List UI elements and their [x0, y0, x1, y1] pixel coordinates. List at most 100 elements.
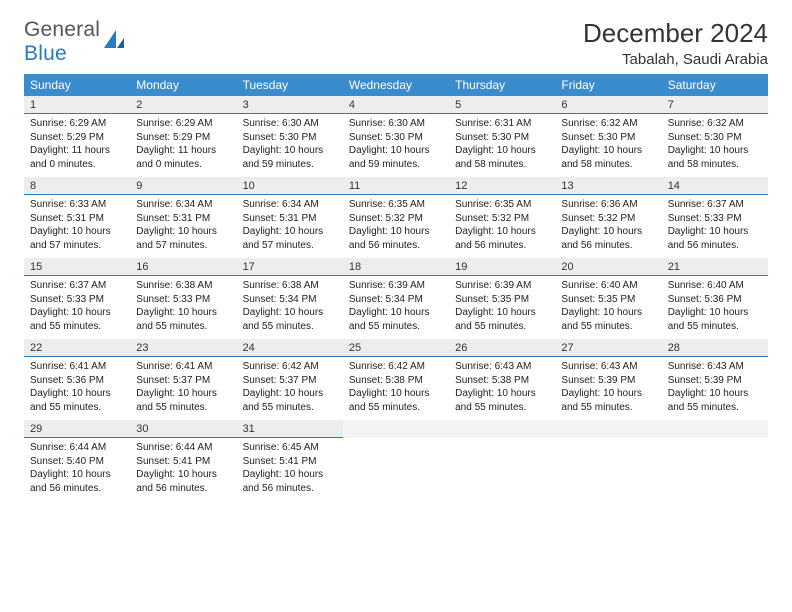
page-subtitle: Tabalah, Saudi Arabia — [583, 51, 768, 68]
sunset-line: Sunset: 5:31 PM — [136, 212, 230, 226]
day-number-cell: 4 — [343, 96, 449, 114]
sunset-line: Sunset: 5:30 PM — [561, 131, 655, 145]
sunrise-line: Sunrise: 6:37 AM — [30, 279, 124, 293]
sunrise-line: Sunrise: 6:35 AM — [349, 198, 443, 212]
daylight-line: Daylight: 10 hours and 55 minutes. — [561, 306, 655, 333]
day-number-cell: 5 — [449, 96, 555, 114]
day-number-cell: 29 — [24, 420, 130, 438]
day-number-cell: 9 — [130, 177, 236, 195]
day-number-cell: 28 — [662, 339, 768, 357]
sunrise-line: Sunrise: 6:43 AM — [668, 360, 762, 374]
page-title: December 2024 — [583, 18, 768, 49]
sunrise-line: Sunrise: 6:44 AM — [136, 441, 230, 455]
sunset-line: Sunset: 5:31 PM — [30, 212, 124, 226]
day-number-cell: 31 — [237, 420, 343, 438]
daylight-line: Daylight: 11 hours and 0 minutes. — [30, 144, 124, 171]
sunset-line: Sunset: 5:37 PM — [243, 374, 337, 388]
day-number-cell — [662, 420, 768, 438]
day-number-cell: 10 — [237, 177, 343, 195]
sunset-line: Sunset: 5:35 PM — [561, 293, 655, 307]
day-details-cell — [449, 438, 555, 502]
calendar-table: SundayMondayTuesdayWednesdayThursdayFrid… — [24, 74, 768, 501]
sunset-line: Sunset: 5:41 PM — [243, 455, 337, 469]
sunrise-line: Sunrise: 6:41 AM — [30, 360, 124, 374]
sunset-line: Sunset: 5:29 PM — [136, 131, 230, 145]
daylight-line: Daylight: 10 hours and 59 minutes. — [243, 144, 337, 171]
day-number-cell: 27 — [555, 339, 661, 357]
day-number-row: 891011121314 — [24, 177, 768, 195]
calendar-body: 1234567Sunrise: 6:29 AMSunset: 5:29 PMDa… — [24, 96, 768, 501]
day-details-cell: Sunrise: 6:35 AMSunset: 5:32 PMDaylight:… — [449, 195, 555, 259]
daylight-line: Daylight: 10 hours and 55 minutes. — [455, 306, 549, 333]
day-details-cell: Sunrise: 6:37 AMSunset: 5:33 PMDaylight:… — [662, 195, 768, 259]
weekday-header-cell: Sunday — [24, 74, 130, 96]
sunset-line: Sunset: 5:31 PM — [243, 212, 337, 226]
day-number-row: 293031 — [24, 420, 768, 438]
day-details-cell: Sunrise: 6:39 AMSunset: 5:35 PMDaylight:… — [449, 276, 555, 340]
day-number-row: 22232425262728 — [24, 339, 768, 357]
day-number-cell: 7 — [662, 96, 768, 114]
sunrise-line: Sunrise: 6:40 AM — [561, 279, 655, 293]
weekday-header-cell: Tuesday — [237, 74, 343, 96]
sunrise-line: Sunrise: 6:34 AM — [243, 198, 337, 212]
day-number-cell — [449, 420, 555, 438]
page-header: General Blue December 2024 Tabalah, Saud… — [24, 18, 768, 68]
sunset-line: Sunset: 5:35 PM — [455, 293, 549, 307]
day-details-cell: Sunrise: 6:33 AMSunset: 5:31 PMDaylight:… — [24, 195, 130, 259]
day-number-cell: 15 — [24, 258, 130, 276]
day-details-row: Sunrise: 6:37 AMSunset: 5:33 PMDaylight:… — [24, 276, 768, 340]
sunset-line: Sunset: 5:36 PM — [668, 293, 762, 307]
daylight-line: Daylight: 10 hours and 55 minutes. — [30, 387, 124, 414]
weekday-header-cell: Thursday — [449, 74, 555, 96]
daylight-line: Daylight: 10 hours and 57 minutes. — [136, 225, 230, 252]
day-number-cell: 1 — [24, 96, 130, 114]
day-number-cell: 30 — [130, 420, 236, 438]
day-details-cell: Sunrise: 6:31 AMSunset: 5:30 PMDaylight:… — [449, 114, 555, 178]
day-details-cell: Sunrise: 6:40 AMSunset: 5:36 PMDaylight:… — [662, 276, 768, 340]
sunrise-line: Sunrise: 6:37 AM — [668, 198, 762, 212]
sunset-line: Sunset: 5:40 PM — [30, 455, 124, 469]
sunrise-line: Sunrise: 6:39 AM — [349, 279, 443, 293]
day-number-cell: 18 — [343, 258, 449, 276]
day-details-cell: Sunrise: 6:36 AMSunset: 5:32 PMDaylight:… — [555, 195, 661, 259]
weekday-header-cell: Monday — [130, 74, 236, 96]
logo-text: General Blue — [24, 18, 100, 66]
sunset-line: Sunset: 5:32 PM — [455, 212, 549, 226]
sunrise-line: Sunrise: 6:38 AM — [243, 279, 337, 293]
sunset-line: Sunset: 5:36 PM — [30, 374, 124, 388]
daylight-line: Daylight: 10 hours and 58 minutes. — [668, 144, 762, 171]
day-details-cell: Sunrise: 6:34 AMSunset: 5:31 PMDaylight:… — [237, 195, 343, 259]
sunset-line: Sunset: 5:33 PM — [668, 212, 762, 226]
sunrise-line: Sunrise: 6:42 AM — [243, 360, 337, 374]
daylight-line: Daylight: 10 hours and 58 minutes. — [561, 144, 655, 171]
day-details-cell: Sunrise: 6:41 AMSunset: 5:36 PMDaylight:… — [24, 357, 130, 421]
day-details-cell: Sunrise: 6:43 AMSunset: 5:39 PMDaylight:… — [555, 357, 661, 421]
sunrise-line: Sunrise: 6:43 AM — [455, 360, 549, 374]
weekday-header-cell: Wednesday — [343, 74, 449, 96]
day-number-cell: 21 — [662, 258, 768, 276]
day-number-cell: 17 — [237, 258, 343, 276]
sunrise-line: Sunrise: 6:38 AM — [136, 279, 230, 293]
sunset-line: Sunset: 5:41 PM — [136, 455, 230, 469]
daylight-line: Daylight: 10 hours and 56 minutes. — [561, 225, 655, 252]
daylight-line: Daylight: 10 hours and 56 minutes. — [668, 225, 762, 252]
sunrise-line: Sunrise: 6:30 AM — [243, 117, 337, 131]
day-number-cell: 26 — [449, 339, 555, 357]
day-number-cell: 13 — [555, 177, 661, 195]
daylight-line: Daylight: 10 hours and 56 minutes. — [243, 468, 337, 495]
day-details-cell: Sunrise: 6:30 AMSunset: 5:30 PMDaylight:… — [237, 114, 343, 178]
day-number-cell: 14 — [662, 177, 768, 195]
day-details-cell: Sunrise: 6:29 AMSunset: 5:29 PMDaylight:… — [24, 114, 130, 178]
day-details-cell: Sunrise: 6:41 AMSunset: 5:37 PMDaylight:… — [130, 357, 236, 421]
sunset-line: Sunset: 5:33 PM — [30, 293, 124, 307]
daylight-line: Daylight: 10 hours and 56 minutes. — [136, 468, 230, 495]
sunset-line: Sunset: 5:39 PM — [668, 374, 762, 388]
sunrise-line: Sunrise: 6:29 AM — [136, 117, 230, 131]
day-number-cell: 20 — [555, 258, 661, 276]
sunrise-line: Sunrise: 6:42 AM — [349, 360, 443, 374]
day-details-cell: Sunrise: 6:32 AMSunset: 5:30 PMDaylight:… — [662, 114, 768, 178]
sunset-line: Sunset: 5:37 PM — [136, 374, 230, 388]
day-number-row: 15161718192021 — [24, 258, 768, 276]
daylight-line: Daylight: 10 hours and 55 minutes. — [30, 306, 124, 333]
sunrise-line: Sunrise: 6:33 AM — [30, 198, 124, 212]
